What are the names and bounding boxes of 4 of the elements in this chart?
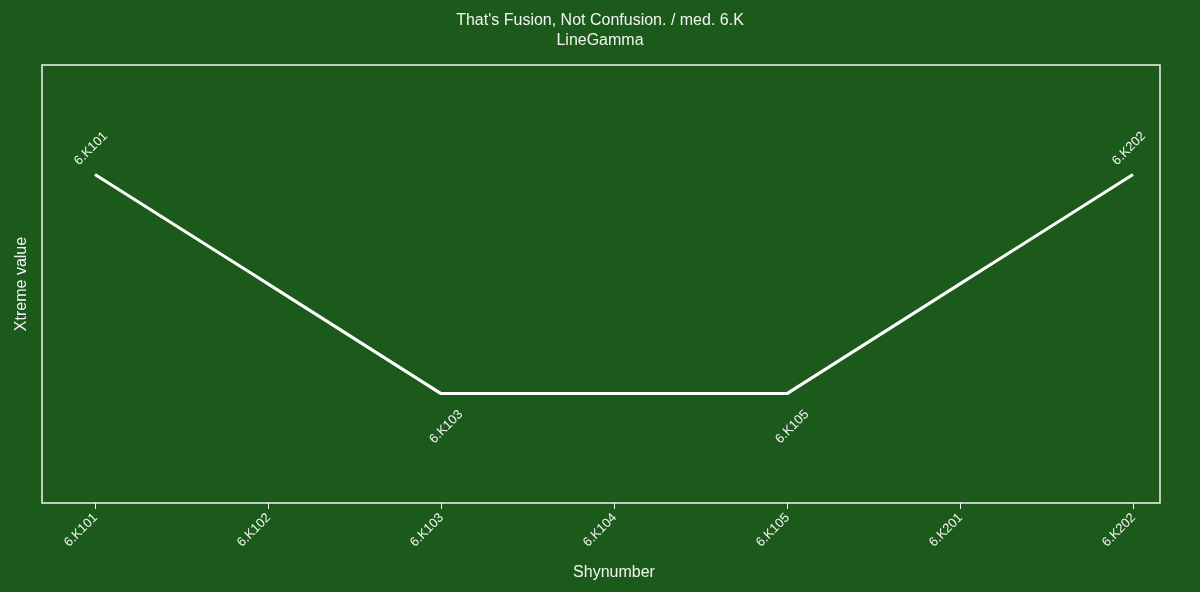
chart-subtitle: LineGamma [556,30,644,48]
x-axis-title: Shynumber [573,562,656,580]
chart-title: That's Fusion, Not Confusion. / med. 6.K [456,10,745,28]
y-axis-title: Xtreme value [11,236,29,332]
